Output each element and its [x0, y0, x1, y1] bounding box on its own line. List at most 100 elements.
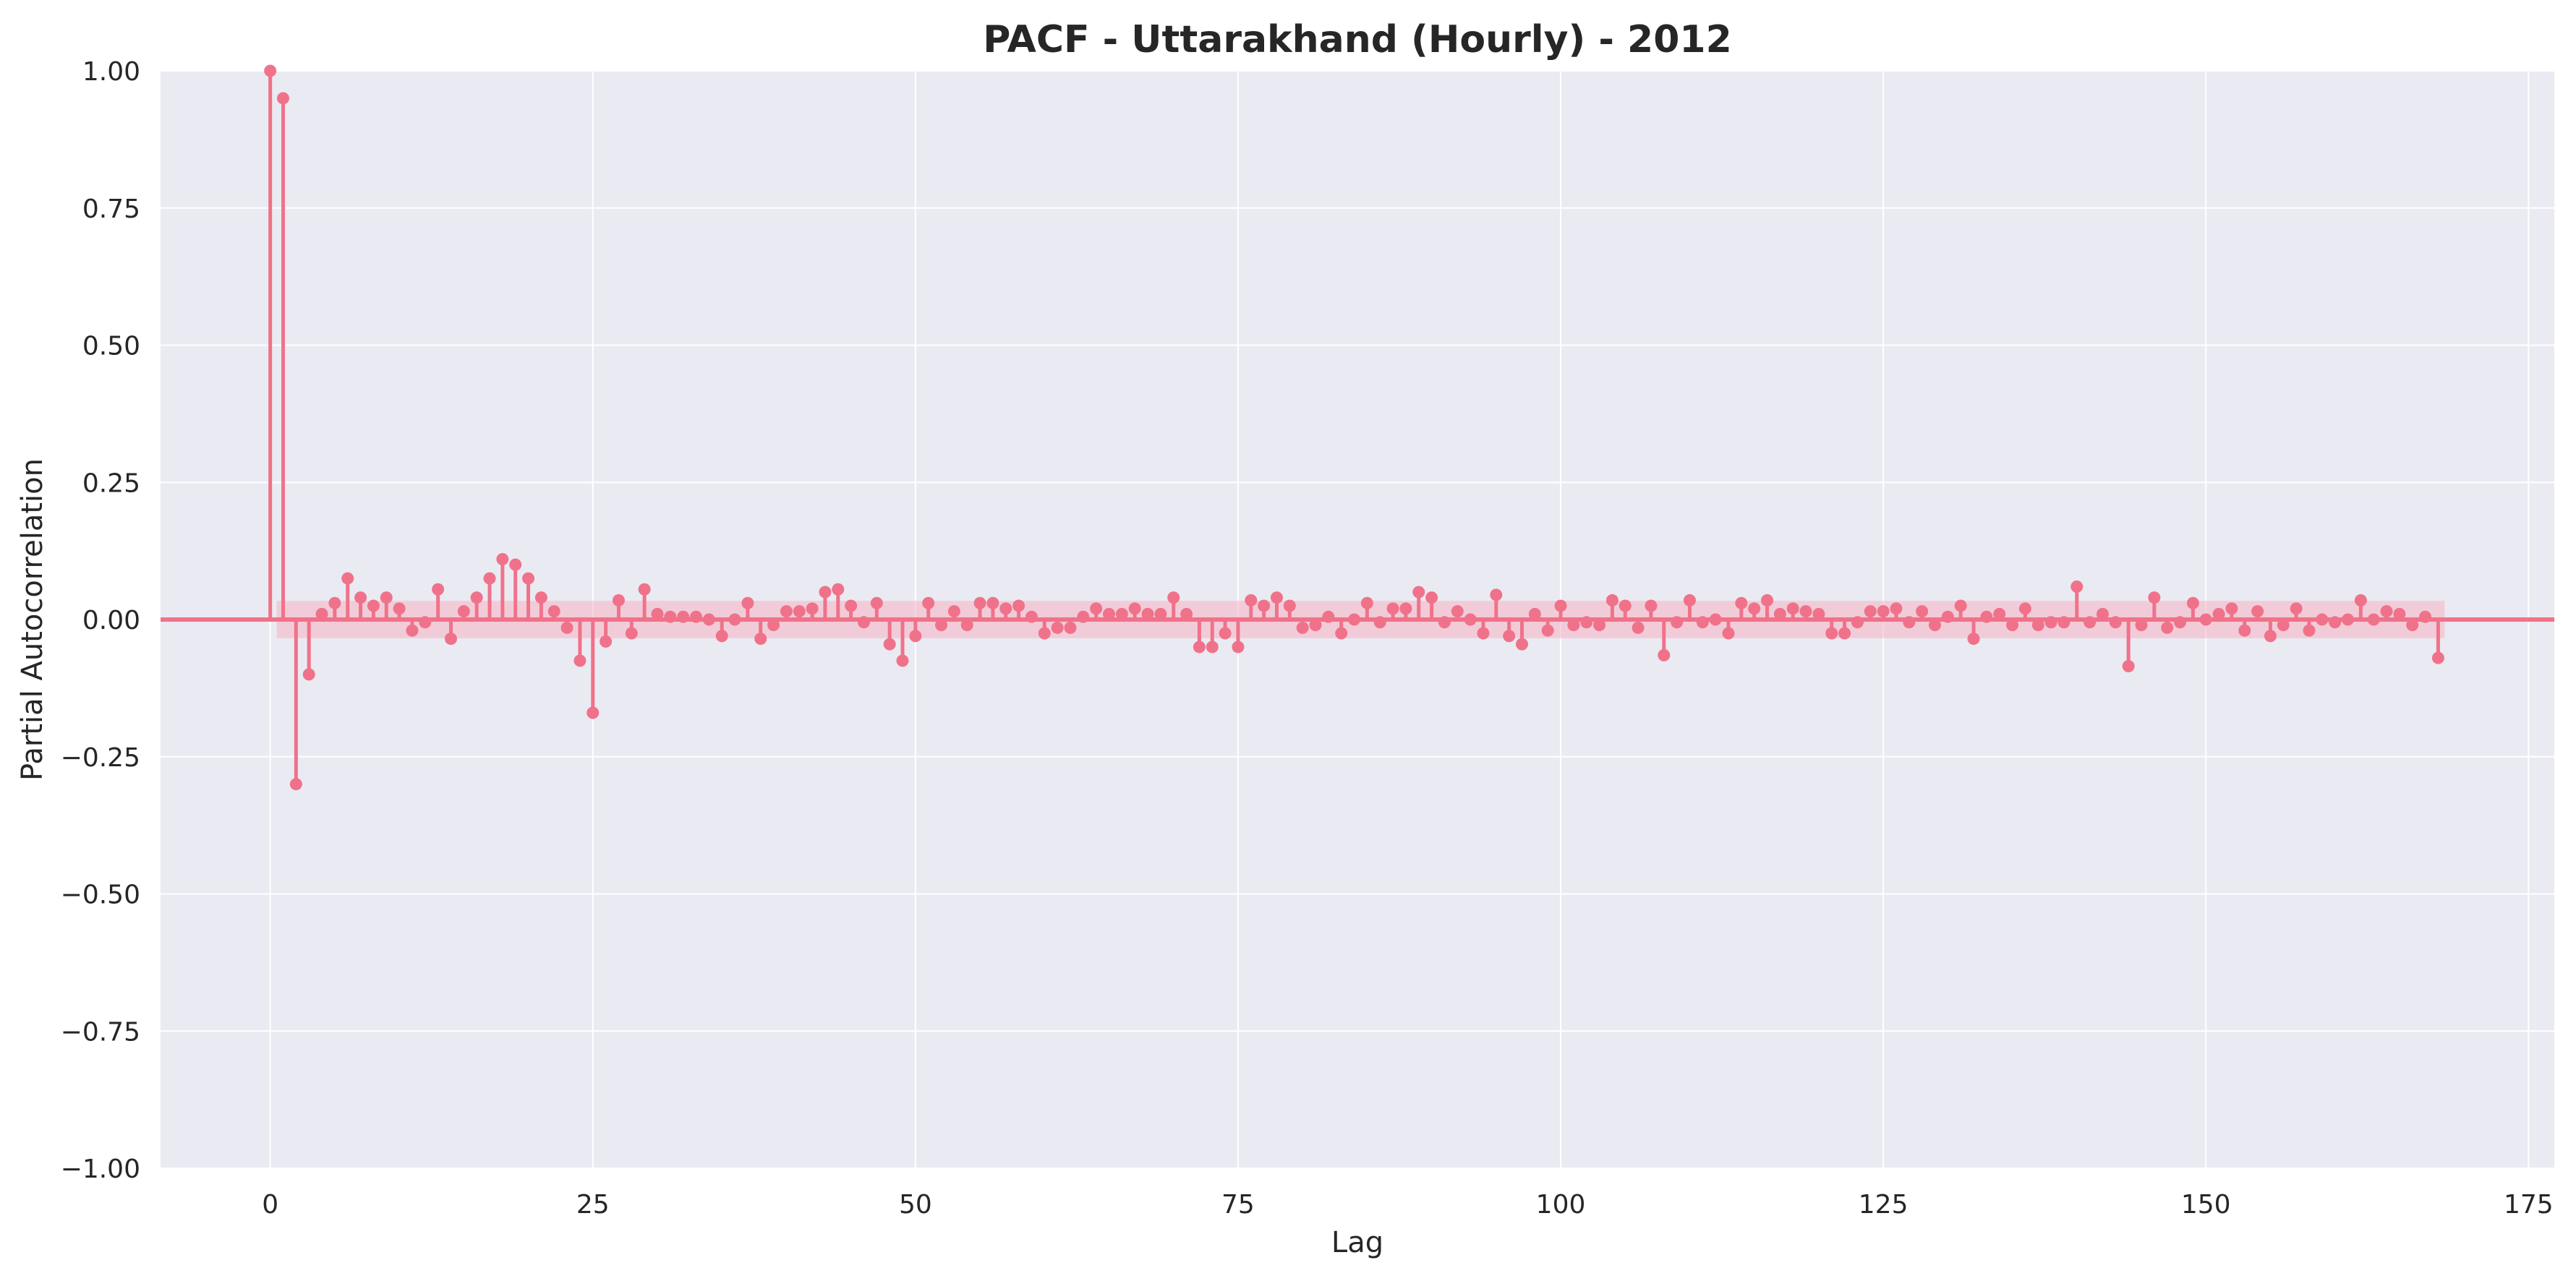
stem-marker [1438, 616, 1451, 629]
stem-marker [302, 668, 315, 681]
stem-marker [2316, 613, 2329, 626]
stem-marker [1851, 616, 1864, 629]
stem-marker [1051, 621, 1064, 634]
stem-marker [1012, 599, 1025, 612]
stem-marker [2031, 619, 2044, 632]
stem-marker [857, 616, 870, 629]
stem-marker [2174, 616, 2187, 629]
stem-marker [1864, 605, 1877, 618]
y-tick-label: −0.75 [61, 1017, 140, 1047]
stem-marker [2290, 602, 2303, 615]
stem-marker [1786, 602, 1799, 615]
stem-marker [1812, 607, 1825, 620]
stem-marker [1128, 602, 1141, 615]
stem-marker [1773, 607, 1786, 620]
stem-marker [935, 619, 948, 632]
stem-marker [819, 586, 832, 599]
stem-marker [2148, 591, 2161, 604]
stem-marker [1451, 605, 1464, 618]
stem-marker [2367, 613, 2380, 626]
stem-marker [2018, 602, 2031, 615]
stem-marker [2109, 616, 2122, 629]
y-tick-label: 0.50 [82, 332, 140, 361]
stem-marker [2419, 610, 2432, 623]
x-tick-label: 175 [2504, 1190, 2554, 1220]
stem-marker [1206, 640, 1219, 654]
stem-marker [483, 572, 496, 585]
stem-marker [2380, 605, 2393, 618]
stem-marker [1348, 613, 1361, 626]
x-tick-label: 50 [899, 1190, 932, 1220]
stem-marker [1929, 619, 1942, 632]
stem-marker [1799, 605, 1812, 618]
stem-marker [1993, 607, 2006, 620]
stem-marker [1890, 602, 1903, 615]
stem-marker [315, 607, 328, 620]
stem-marker [780, 605, 793, 618]
stem-marker [419, 616, 432, 629]
stem-marker [1967, 633, 1980, 646]
stem-marker [1528, 607, 1541, 620]
stem-marker [690, 610, 703, 623]
stem-marker [2354, 594, 2367, 607]
stem-marker [1593, 619, 1606, 632]
stem-marker [625, 627, 638, 640]
x-tick-label: 75 [1221, 1190, 1255, 1220]
stem-marker [973, 596, 986, 609]
stem-marker [638, 583, 651, 596]
stem-marker [2238, 624, 2251, 637]
stem-marker [1425, 591, 1438, 604]
stem-marker [1567, 619, 1580, 632]
stem-marker [1645, 599, 1658, 612]
stem-marker [806, 602, 819, 615]
y-axis-label: Partial Autocorrelation [16, 458, 49, 781]
stem-marker [1709, 613, 1722, 626]
stem-marker [1141, 607, 1154, 620]
stem-marker [1360, 596, 1373, 609]
stem-marker [1632, 621, 1645, 634]
stem-marker [651, 607, 664, 620]
stem-marker [1193, 640, 1206, 654]
stem-marker [1541, 624, 1554, 637]
stem-marker [1464, 613, 1477, 626]
stem-marker [547, 605, 560, 618]
stem-marker [1722, 627, 1735, 640]
stem-marker [509, 558, 522, 571]
x-tick-label: 0 [262, 1190, 278, 1220]
stem-marker [470, 591, 483, 604]
stem-marker [664, 610, 677, 623]
stem-marker [2161, 621, 2174, 634]
stem-marker [793, 605, 806, 618]
stem-marker [922, 596, 935, 609]
y-tick-label: 0.00 [82, 606, 140, 635]
stem-marker [1671, 616, 1684, 629]
stem-marker [277, 92, 290, 105]
stem-marker [1954, 599, 1967, 612]
stem-marker [1490, 588, 1503, 601]
stem-marker [2277, 619, 2290, 632]
stem-marker [2431, 651, 2444, 664]
stem-marker [1735, 596, 1748, 609]
stem-marker [1270, 591, 1283, 604]
x-tick-label: 25 [576, 1190, 610, 1220]
stem-marker [560, 621, 573, 634]
stem-marker [1025, 610, 1038, 623]
x-tick-labels: 0 25 50 75 100 125 150 175 [262, 1190, 2553, 1220]
stem-marker [845, 599, 858, 612]
stem-marker [522, 572, 535, 585]
stem-marker [1825, 627, 1838, 640]
stem-marker [2096, 607, 2109, 620]
stem-marker [1554, 599, 1567, 612]
stem-marker [1064, 621, 1077, 634]
stem-marker [767, 619, 780, 632]
stem-marker [1748, 602, 1761, 615]
stem-marker [986, 596, 999, 609]
stem-marker [1399, 602, 1412, 615]
stem-marker [2406, 619, 2419, 632]
x-tick-label: 150 [2181, 1190, 2231, 1220]
y-tick-label: −0.25 [61, 743, 140, 773]
stem-marker [2135, 619, 2148, 632]
stem-marker [1761, 594, 1774, 607]
stem-marker [1877, 605, 1890, 618]
